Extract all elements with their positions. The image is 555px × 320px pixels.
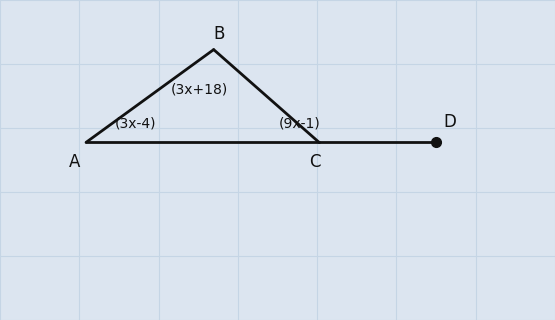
Text: (9x-1): (9x-1) — [279, 116, 321, 130]
Text: A: A — [69, 153, 80, 171]
Text: C: C — [310, 153, 321, 171]
Text: D: D — [443, 113, 456, 131]
Text: (3x-4): (3x-4) — [115, 116, 157, 130]
Text: B: B — [214, 25, 225, 43]
Text: (3x+18): (3x+18) — [171, 83, 229, 97]
